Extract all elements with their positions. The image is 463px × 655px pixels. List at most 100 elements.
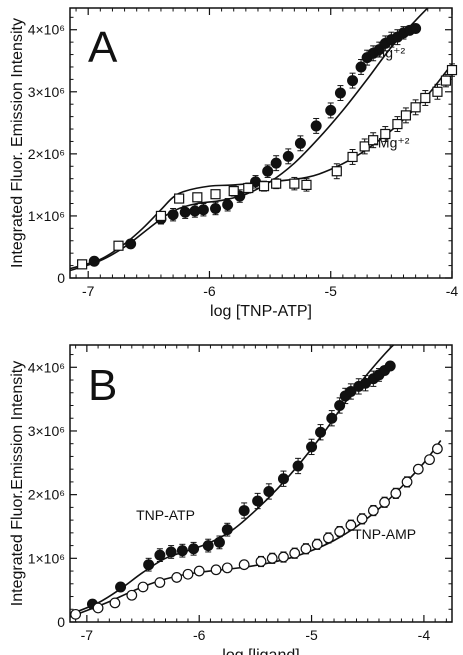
- x-tick-label: -6: [203, 283, 216, 299]
- series-label: +Mg⁺²: [365, 45, 405, 61]
- data-point: [228, 186, 239, 197]
- x-axis-title: log [TNP-ATP]: [210, 303, 312, 320]
- x-tick-label: -5: [305, 627, 318, 643]
- data-point: [70, 608, 82, 620]
- series-label: TNP-ATP: [136, 507, 195, 523]
- data-point: [294, 137, 306, 149]
- data-point: [92, 602, 104, 614]
- y-axis-title: Integrated Fluor. Emission Intensity: [9, 18, 26, 268]
- plot-frame: [69, 7, 453, 279]
- data-point: [359, 141, 370, 152]
- data-point: [331, 166, 342, 177]
- data-point: [390, 487, 402, 499]
- data-point: [401, 476, 413, 488]
- panel-b-chart: -7 -6 -5 -4 0 1×10⁶ 2×10⁶ 3×10⁶ 4×10⁶ log [ligand…: [9, 344, 453, 655]
- data-point: [179, 206, 191, 218]
- data-point: [271, 178, 282, 189]
- data-point: [221, 524, 233, 536]
- data-point: [222, 199, 234, 211]
- series-0: TNP-ATP: [70, 345, 396, 616]
- data-point: [202, 540, 214, 552]
- y-tick-label: 0: [57, 614, 65, 630]
- panel-letter: B: [88, 361, 117, 410]
- data-point: [292, 460, 304, 472]
- data-point: [182, 568, 194, 580]
- data-point: [310, 120, 322, 132]
- data-point: [432, 86, 443, 97]
- y-tick-label: 1×10⁶: [28, 550, 65, 566]
- data-point: [213, 536, 225, 548]
- data-point: [278, 551, 289, 563]
- data-point: [167, 209, 179, 221]
- data-point: [277, 473, 289, 485]
- data-point: [174, 193, 185, 204]
- y-tick-label: 4×10⁶: [28, 359, 65, 375]
- x-axis-title: log [ligand]: [222, 647, 299, 655]
- plot-frame: [69, 344, 453, 623]
- data-point: [137, 581, 149, 593]
- x-tick-label: -6: [193, 627, 206, 643]
- data-point: [210, 189, 221, 200]
- data-point: [188, 543, 200, 555]
- data-point: [165, 546, 177, 558]
- panel-a-chart: -7 -6 -5 -4 0 1×10⁶ 2×10⁶ 3×10⁶ 4×10⁶ log [TNP-AT…: [9, 7, 458, 320]
- x-tick-label: -4: [418, 627, 431, 643]
- y-tick-label: 2×10⁶: [28, 487, 65, 503]
- data-point: [400, 110, 412, 121]
- data-point: [255, 556, 267, 567]
- data-point: [243, 182, 254, 194]
- data-point: [431, 443, 443, 455]
- data-point: [289, 547, 301, 559]
- data-point: [420, 92, 431, 104]
- data-point: [77, 259, 88, 270]
- data-point: [210, 202, 222, 214]
- data-point: [410, 102, 421, 113]
- data-point: [125, 238, 137, 250]
- data-point: [345, 385, 357, 397]
- data-point: [252, 495, 264, 507]
- x-tick-label: -7: [82, 283, 95, 299]
- data-point: [266, 552, 278, 564]
- series-1: TNP-AMP: [70, 440, 443, 620]
- data-point: [446, 64, 458, 76]
- data-point: [282, 150, 294, 162]
- data-point: [323, 532, 334, 544]
- data-point: [221, 562, 233, 574]
- data-point: [311, 538, 323, 550]
- y-tick-label: 0: [57, 270, 65, 286]
- data-point: [306, 441, 318, 453]
- data-point: [334, 87, 346, 99]
- series-label: TNP-AMP: [353, 526, 416, 542]
- data-point: [334, 526, 346, 537]
- data-point: [289, 178, 300, 189]
- fit-curve: [70, 8, 429, 272]
- data-point: [325, 104, 337, 116]
- data-point: [154, 577, 166, 588]
- data-point: [345, 519, 357, 531]
- data-point: [384, 360, 396, 372]
- data-point: [347, 151, 358, 163]
- data-point: [301, 179, 312, 190]
- data-point: [109, 597, 121, 609]
- data-point: [197, 204, 209, 216]
- data-point: [155, 210, 167, 222]
- data-point: [238, 559, 250, 571]
- data-point: [262, 165, 274, 177]
- fit-curve: [70, 63, 452, 270]
- panel-letter: A: [88, 23, 118, 72]
- data-point: [347, 75, 359, 87]
- y-tick-label: 4×10⁶: [28, 22, 65, 38]
- y-tick-label: 1×10⁶: [28, 208, 65, 224]
- data-point: [410, 22, 422, 34]
- data-point: [113, 240, 124, 251]
- x-tick-label: -7: [81, 627, 94, 643]
- data-point: [210, 564, 222, 576]
- data-point: [334, 399, 346, 411]
- data-point: [392, 118, 403, 130]
- data-point: [176, 545, 188, 557]
- series-label: -Mg⁺²: [373, 135, 410, 151]
- y-tick-label: 3×10⁶: [28, 423, 65, 439]
- y-tick-label: 3×10⁶: [28, 84, 65, 100]
- data-point: [424, 454, 435, 466]
- data-point: [192, 192, 203, 203]
